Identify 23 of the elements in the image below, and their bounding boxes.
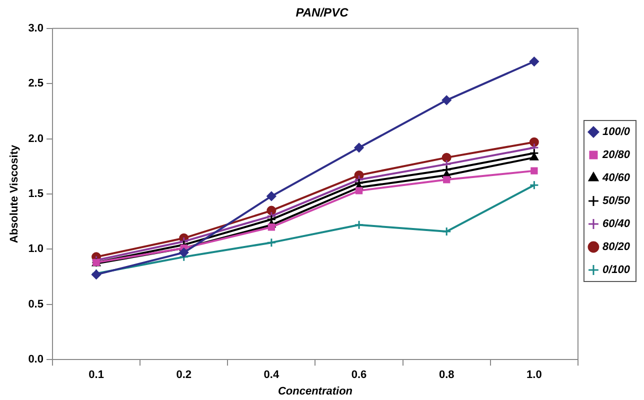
y-tick-label: 2.5 xyxy=(28,78,44,90)
x-axis-title: Concentration xyxy=(278,385,353,398)
y-tick-label: 3.0 xyxy=(28,22,44,34)
x-tick-label: 0.6 xyxy=(351,369,367,382)
legend-label: 50/50 xyxy=(602,195,631,208)
y-tick-label: 1.0 xyxy=(28,243,44,256)
y-axis-title: Absolute Viscosity xyxy=(8,144,21,244)
x-tick-label: 0.8 xyxy=(438,369,454,382)
x-tick-label: 0.1 xyxy=(88,369,104,382)
y-tick-label: 0.5 xyxy=(28,298,44,310)
x-tick-label: 1.0 xyxy=(526,369,542,382)
legend-label: 20/80 xyxy=(601,149,631,162)
y-tick-label: 1.5 xyxy=(28,188,44,200)
legend-label: 80/20 xyxy=(602,241,631,254)
legend-label: 100/0 xyxy=(602,126,631,138)
x-tick-label: 0.4 xyxy=(264,369,280,382)
legend-label: 0/100 xyxy=(602,264,631,276)
y-tick-label: 2.0 xyxy=(28,132,44,145)
legend-label: 60/40 xyxy=(602,218,631,230)
y-tick-label: 0.0 xyxy=(28,354,44,366)
x-tick-label: 0.2 xyxy=(176,369,192,382)
chart-title: PAN/PVC xyxy=(296,6,349,20)
legend-label: 40/60 xyxy=(601,172,631,184)
